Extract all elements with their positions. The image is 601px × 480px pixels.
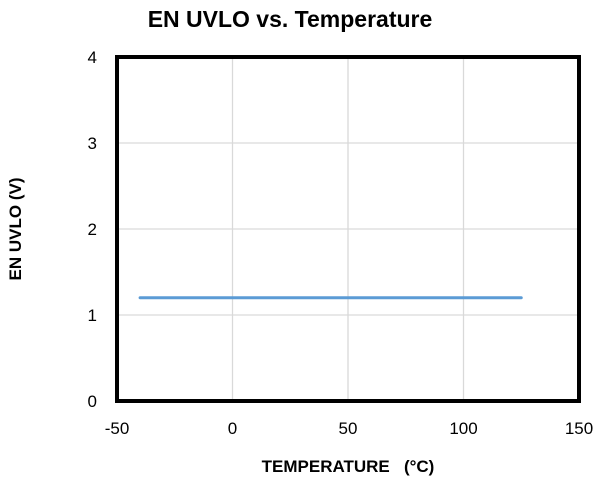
x-tick-label: -50: [105, 419, 130, 438]
y-tick-label: 1: [88, 306, 97, 325]
x-tick-label: 100: [449, 419, 477, 438]
x-tick-label: 50: [339, 419, 358, 438]
x-axis-title: TEMPERATURE (°C): [262, 457, 435, 476]
x-tick-label: 0: [228, 419, 237, 438]
y-axis-tick-labels: 0 1 2 3 4: [88, 48, 97, 411]
y-tick-label: 2: [88, 220, 97, 239]
y-tick-label: 0: [88, 392, 97, 411]
y-tick-label: 4: [88, 48, 97, 67]
x-tick-label: 150: [565, 419, 593, 438]
chart-title: EN UVLO vs. Temperature: [148, 6, 433, 32]
y-axis-title: EN UVLO (V): [6, 178, 25, 281]
plot-area-frame: [115, 55, 581, 403]
gridlines: [117, 57, 579, 401]
x-axis-tick-labels: -50 0 50 100 150: [105, 419, 593, 438]
y-tick-label: 3: [88, 134, 97, 153]
